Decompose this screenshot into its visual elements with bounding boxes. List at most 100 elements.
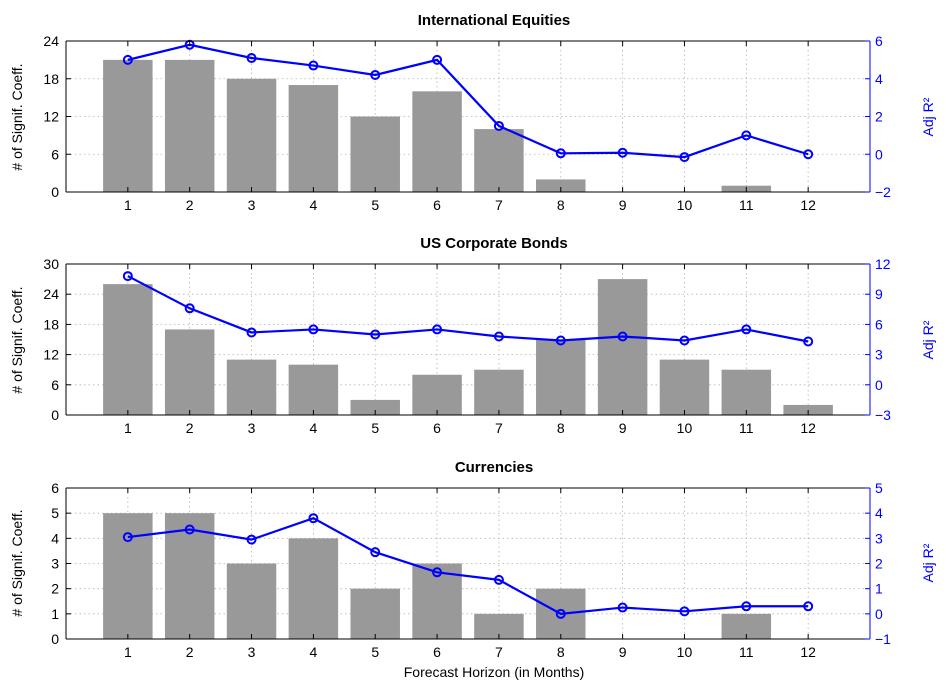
x-tick-label: 5: [371, 644, 379, 660]
y2-tick-label: 12: [875, 256, 891, 272]
x-tick-label: 11: [739, 644, 754, 660]
y-tick-label: 24: [43, 286, 59, 302]
x-tick-label: 2: [186, 644, 194, 660]
x-axis-label: Forecast Horizon (in Months): [404, 664, 585, 680]
bar-6: [412, 374, 462, 415]
y-tick-label: 3: [51, 556, 59, 572]
y2-tick-label: −1: [875, 631, 891, 647]
panel-title: US Corporate Bonds: [420, 235, 568, 252]
adj-r2-point-6: [432, 324, 443, 335]
x-tick-label: 3: [248, 197, 256, 213]
x-tick-label: 5: [371, 420, 379, 436]
x-tick-label: 6: [433, 420, 441, 436]
y2-tick-label: 5: [875, 480, 883, 496]
adj-r2-point-11: [741, 324, 752, 335]
panel-title: Currencies: [455, 459, 533, 476]
y-tick-label: 6: [51, 146, 59, 162]
bar-3: [226, 359, 277, 415]
bar-11: [721, 369, 772, 415]
panel-currencies: Currencies 1 2 3 4 5 6 7 8 9 10 11 120123456−101234…: [9, 459, 936, 680]
x-tick-label: 4: [309, 420, 317, 436]
y2-tick-label: 3: [875, 347, 883, 363]
adj-r2-point-1: [122, 271, 133, 282]
panel-us-corporate-bonds: US Corporate Bonds 1 2 3 4 5 6 7 8 9 10 11 12061218…: [9, 235, 936, 436]
adj-r2-point-3: [246, 534, 257, 545]
x-tick-label: 12: [800, 644, 816, 660]
x-tick-label: 1: [124, 420, 132, 436]
x-tick-label: 2: [186, 197, 194, 213]
y-axis-label: # of Signif. Coeff.: [9, 509, 25, 616]
adj-r2-point-6: [432, 567, 443, 578]
x-tick-label: 7: [495, 420, 503, 436]
adj-r2-point-5: [370, 547, 381, 558]
x-tick-label: 10: [677, 644, 693, 660]
y-tick-label: 2: [51, 581, 59, 597]
adj-r2-point-10: [679, 335, 690, 346]
x-tick-label: 9: [619, 420, 627, 436]
y2-tick-label: 2: [875, 556, 883, 572]
adj-r2-point-12: [803, 601, 814, 612]
x-tick-label: 6: [433, 644, 441, 660]
adj-r2-point-6: [432, 54, 443, 65]
y2-axis-label: Adj R²: [920, 97, 936, 136]
bar-4: [288, 85, 339, 192]
adj-r2-point-4: [308, 60, 319, 71]
x-tick-label: 9: [619, 197, 627, 213]
y2-tick-label: −2: [875, 184, 891, 200]
x-tick-label: 3: [248, 420, 256, 436]
x-tick-label: 4: [309, 644, 317, 660]
bar-2: [164, 329, 215, 415]
y2-tick-label: 1: [875, 581, 883, 597]
bar-8: [536, 339, 586, 415]
x-tick-label: 11: [739, 197, 754, 213]
y-axis-label: # of Signif. Coeff.: [9, 63, 25, 170]
y2-axis-label: Adj R²: [920, 543, 936, 582]
y-tick-label: 0: [51, 407, 59, 423]
y-tick-label: 30: [43, 256, 59, 272]
panel-title: International Equities: [418, 12, 571, 29]
adj-r2-point-8: [555, 148, 566, 159]
bar-8: [536, 179, 586, 192]
x-tick-label: 6: [433, 197, 441, 213]
adj-r2-point-3: [246, 327, 257, 338]
x-tick-label: 2: [186, 420, 194, 436]
bar-4: [288, 538, 339, 639]
adj-r2-point-1: [122, 532, 133, 543]
adj-r2-point-11: [741, 601, 752, 612]
y2-tick-label: 2: [875, 109, 883, 125]
y-axis-label: # of Signif. Coeff.: [9, 286, 25, 393]
y2-axis-label: Adj R²: [920, 320, 936, 359]
adj-r2-point-7: [493, 120, 504, 131]
adj-r2-point-4: [308, 513, 319, 524]
bar-10: [659, 359, 710, 415]
x-tick-label: 9: [619, 644, 627, 660]
adj-r2-point-9: [617, 602, 628, 613]
bar-7: [474, 129, 524, 192]
adj-r2-point-9: [617, 147, 628, 158]
adj-r2-point-8: [555, 335, 566, 346]
y-tick-label: 12: [43, 109, 59, 125]
adj-r2-point-10: [679, 152, 690, 163]
adj-r2-point-7: [493, 331, 504, 342]
bar-5: [350, 116, 400, 192]
adj-r2-line: [127, 517, 809, 615]
adj-r2-point-4: [308, 324, 319, 335]
adj-r2-line: [127, 43, 809, 159]
x-tick-label: 7: [495, 644, 503, 660]
y-tick-label: 5: [51, 505, 59, 521]
bar-5: [350, 588, 400, 639]
y2-tick-label: 4: [875, 505, 883, 521]
x-tick-label: 5: [371, 197, 379, 213]
y-tick-label: 18: [43, 71, 59, 87]
y-tick-label: 12: [43, 347, 59, 363]
adj-r2-point-3: [246, 52, 257, 63]
bar-5: [350, 399, 400, 415]
y-tick-label: 6: [51, 377, 59, 393]
x-tick-label: 3: [248, 644, 256, 660]
panel-international-equities: International Equities 1 2 3 4 5 6 7 8 9 10 11 1206…: [9, 12, 936, 213]
adj-r2-point-12: [803, 336, 814, 347]
y-tick-label: 0: [51, 184, 59, 200]
adj-r2-point-2: [184, 303, 195, 314]
bar-4: [288, 364, 339, 415]
x-tick-label: 8: [557, 197, 565, 213]
